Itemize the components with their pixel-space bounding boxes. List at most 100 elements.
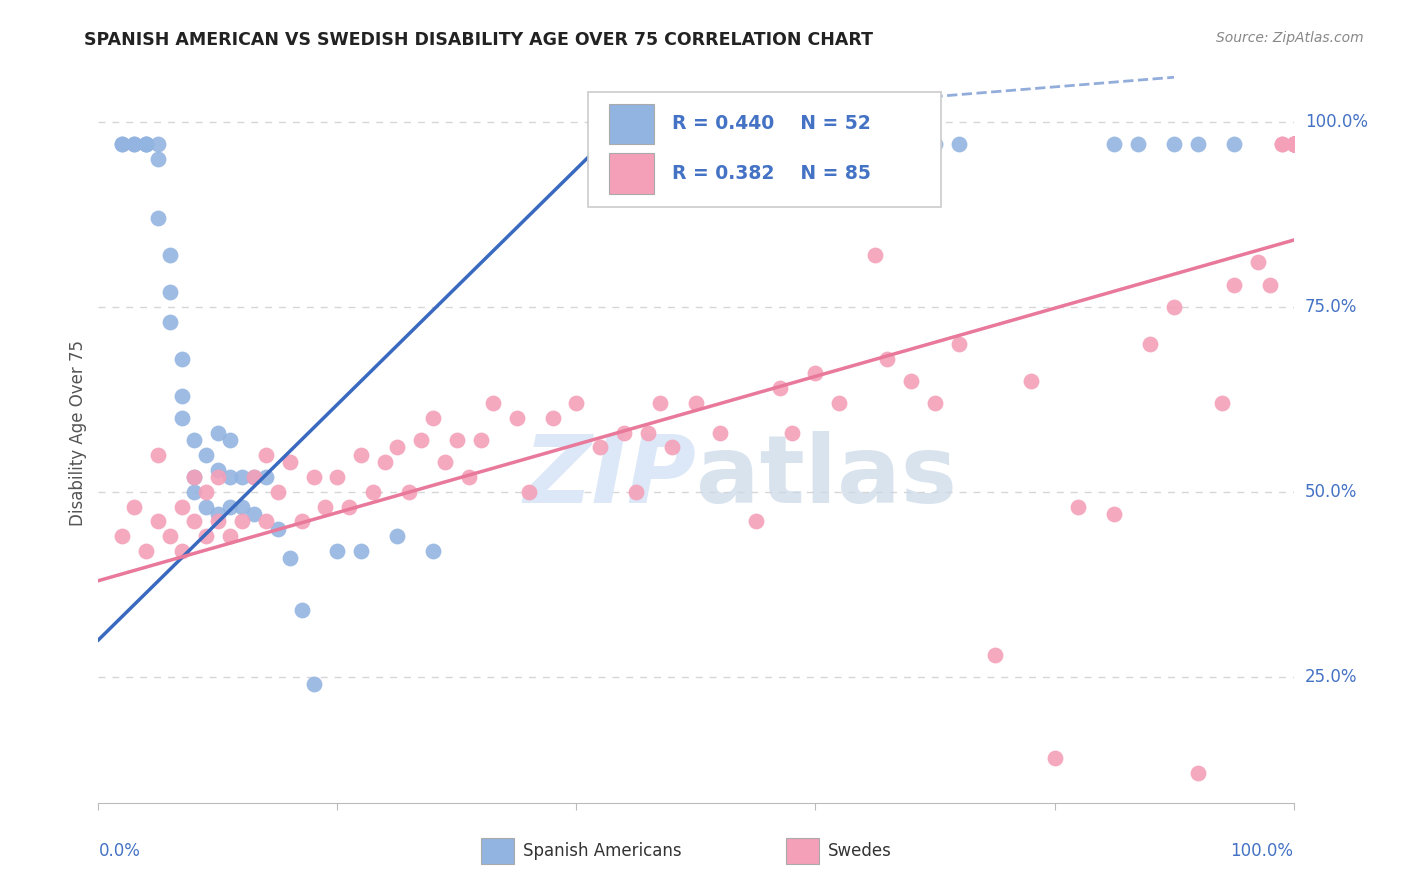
Point — [302, 470, 325, 484]
Point — [219, 470, 242, 484]
Point — [458, 470, 481, 484]
Point — [124, 136, 146, 151]
Text: SPANISH AMERICAN VS SWEDISH DISABILITY AGE OVER 75 CORRELATION CHART: SPANISH AMERICAN VS SWEDISH DISABILITY A… — [84, 31, 873, 49]
Point — [326, 544, 349, 558]
Point — [385, 441, 409, 455]
Point — [541, 410, 564, 425]
Point — [613, 425, 636, 440]
Point — [111, 529, 134, 543]
Point — [1104, 507, 1126, 521]
Point — [1282, 136, 1305, 151]
Point — [219, 529, 242, 543]
Point — [159, 285, 181, 299]
Point — [924, 396, 946, 410]
Point — [924, 136, 946, 151]
Point — [481, 396, 505, 410]
Point — [685, 396, 707, 410]
Point — [135, 136, 157, 151]
Point — [1271, 136, 1294, 151]
Point — [780, 136, 803, 151]
Point — [183, 433, 205, 447]
Point — [363, 484, 385, 499]
Point — [900, 374, 922, 388]
Point — [243, 470, 266, 484]
Point — [183, 470, 205, 484]
Point — [207, 462, 229, 476]
Point — [1128, 136, 1150, 151]
FancyBboxPatch shape — [589, 92, 941, 207]
Point — [446, 433, 468, 447]
Point — [195, 448, 218, 462]
Point — [1211, 396, 1233, 410]
Point — [626, 484, 648, 499]
Point — [876, 351, 898, 366]
Point — [948, 336, 970, 351]
Point — [1104, 136, 1126, 151]
Point — [517, 484, 540, 499]
Text: atlas: atlas — [696, 431, 957, 523]
Point — [648, 396, 672, 410]
Point — [709, 425, 731, 440]
Point — [1282, 136, 1305, 151]
Point — [565, 396, 588, 410]
Point — [172, 410, 194, 425]
Point — [1282, 136, 1305, 151]
Point — [984, 648, 1007, 662]
Y-axis label: Disability Age Over 75: Disability Age Over 75 — [69, 340, 87, 525]
Point — [1282, 136, 1305, 151]
Text: ZIP: ZIP — [523, 431, 696, 523]
Text: 0.0%: 0.0% — [98, 842, 141, 860]
Point — [243, 470, 266, 484]
Point — [135, 136, 157, 151]
Point — [135, 136, 157, 151]
Point — [195, 529, 218, 543]
Point — [159, 248, 181, 262]
Point — [291, 515, 314, 529]
Point — [183, 484, 205, 499]
Point — [374, 455, 396, 469]
Point — [1223, 136, 1246, 151]
Point — [231, 470, 253, 484]
Point — [411, 433, 433, 447]
Point — [470, 433, 492, 447]
Text: 75.0%: 75.0% — [1305, 298, 1357, 316]
Point — [1247, 255, 1270, 269]
Point — [865, 136, 887, 151]
Point — [159, 529, 181, 543]
Point — [219, 500, 242, 514]
Point — [768, 381, 790, 395]
Point — [1282, 136, 1305, 151]
Point — [302, 677, 325, 691]
Point — [865, 248, 887, 262]
Point — [326, 470, 349, 484]
Point — [195, 484, 218, 499]
Bar — [609, 103, 654, 145]
Point — [1043, 751, 1066, 765]
Text: R = 0.440    N = 52: R = 0.440 N = 52 — [672, 114, 870, 134]
Point — [267, 522, 290, 536]
Bar — [481, 838, 515, 864]
Point — [148, 211, 170, 225]
Point — [745, 136, 768, 151]
Text: Spanish Americans: Spanish Americans — [523, 842, 682, 860]
Point — [1187, 766, 1209, 780]
Point — [207, 507, 229, 521]
Point — [1223, 277, 1246, 292]
Text: Source: ZipAtlas.com: Source: ZipAtlas.com — [1216, 31, 1364, 45]
Point — [278, 551, 301, 566]
Text: 100.0%: 100.0% — [1305, 112, 1368, 130]
Point — [1282, 136, 1305, 151]
Bar — [609, 153, 654, 194]
Point — [1282, 136, 1305, 151]
Point — [1187, 136, 1209, 151]
Text: 50.0%: 50.0% — [1305, 483, 1357, 500]
Point — [745, 515, 768, 529]
Point — [195, 500, 218, 514]
Point — [589, 441, 612, 455]
Point — [207, 470, 229, 484]
Point — [350, 448, 373, 462]
Point — [422, 410, 444, 425]
Point — [506, 410, 529, 425]
Text: Swedes: Swedes — [827, 842, 891, 860]
Point — [804, 367, 827, 381]
